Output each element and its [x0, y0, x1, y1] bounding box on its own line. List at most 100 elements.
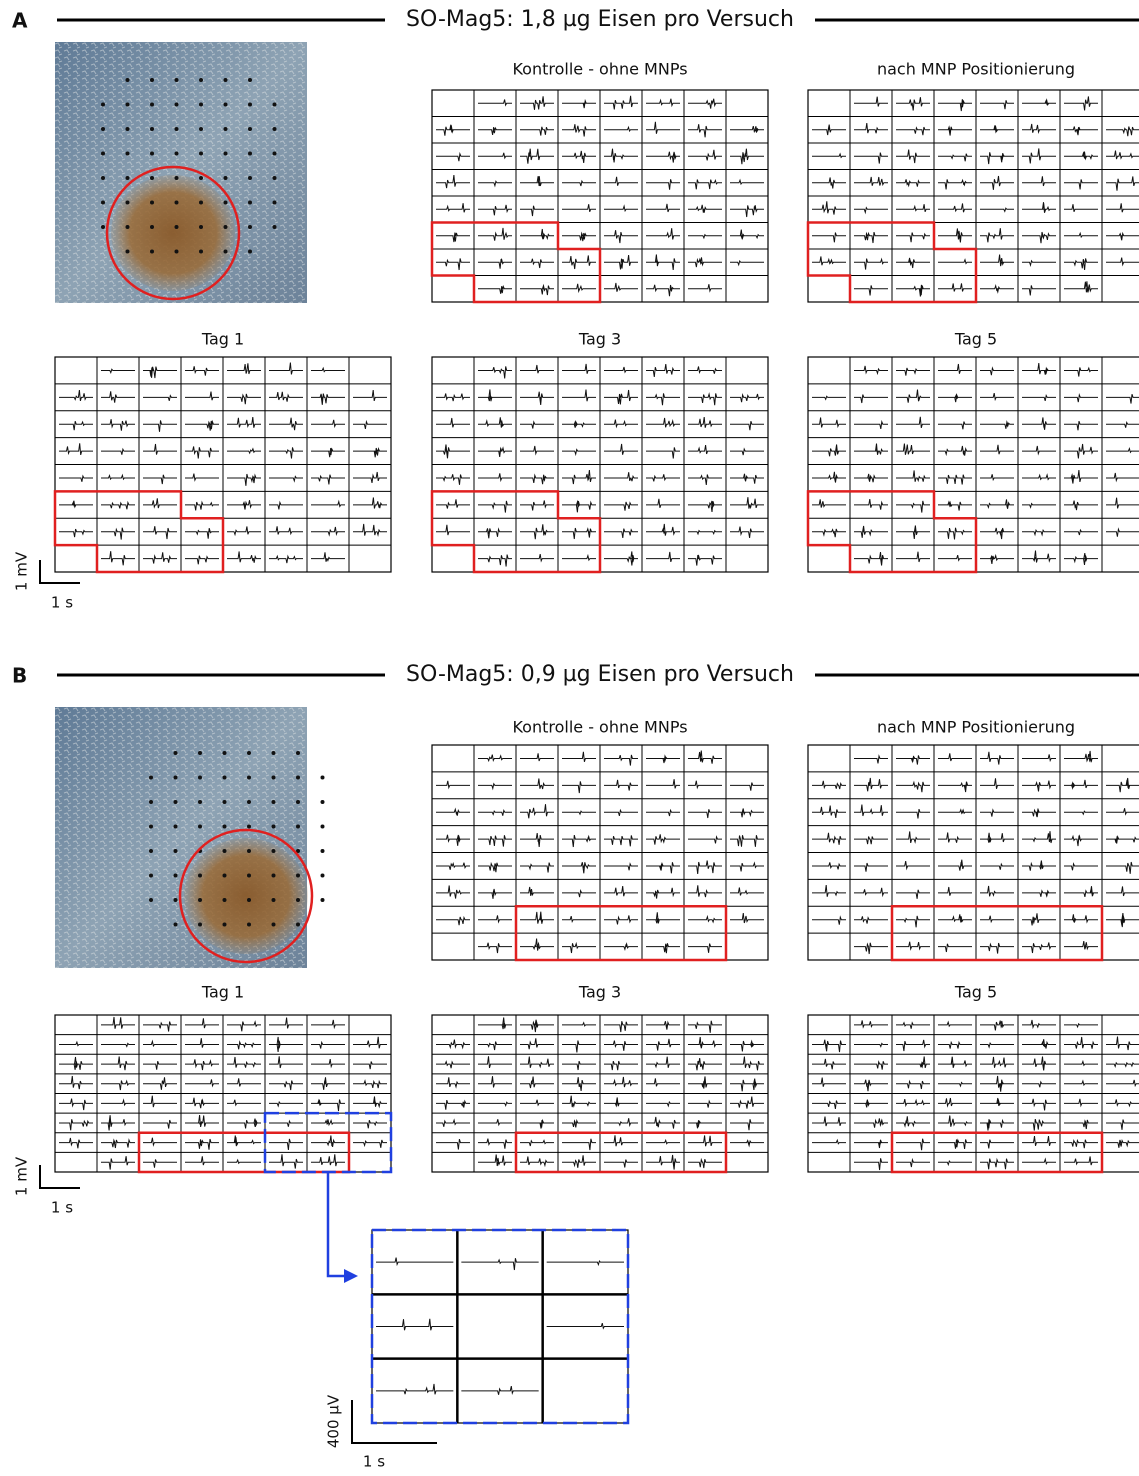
electrode — [272, 898, 276, 902]
trace — [101, 551, 135, 565]
trace — [520, 554, 554, 561]
trace — [938, 203, 972, 212]
trace — [547, 1323, 624, 1328]
trace — [938, 446, 972, 456]
electrode — [321, 825, 325, 829]
electrode — [224, 176, 228, 180]
trace — [1064, 1062, 1098, 1066]
trace — [854, 153, 888, 164]
trace — [143, 420, 177, 431]
trace — [938, 260, 972, 264]
trace — [1064, 1156, 1098, 1165]
trace — [604, 96, 638, 110]
trace — [436, 394, 470, 402]
trace — [562, 364, 596, 374]
trace — [604, 444, 638, 455]
electrode — [175, 78, 179, 82]
trace — [938, 127, 972, 136]
scale-y-label: 1 mV — [13, 551, 31, 591]
electrode-grid — [55, 1015, 391, 1172]
trace — [812, 833, 846, 845]
trace — [896, 127, 930, 135]
trace — [185, 1156, 219, 1165]
figure: ASO-Mag5: 1,8 µg Eisen pro VersuchKontro… — [0, 0, 1139, 1472]
zoom-arrow — [328, 1172, 350, 1276]
trace — [854, 366, 888, 373]
trace — [812, 1117, 846, 1127]
trace — [269, 556, 303, 563]
trace — [854, 285, 888, 295]
trace — [730, 230, 764, 239]
electrode — [198, 923, 202, 927]
trace — [143, 1120, 177, 1129]
trace — [1022, 1136, 1056, 1146]
trace — [520, 149, 554, 164]
trace — [478, 127, 512, 135]
scale-bar — [40, 1165, 80, 1188]
trace — [227, 1042, 261, 1049]
trace — [1022, 124, 1056, 133]
trace — [436, 203, 470, 212]
electrode — [126, 176, 130, 180]
trace — [604, 230, 638, 243]
electrode — [223, 825, 227, 829]
trace — [1106, 203, 1139, 212]
trace — [436, 1100, 470, 1110]
trace — [980, 886, 1014, 896]
trace — [1064, 864, 1098, 871]
trace — [269, 1139, 303, 1150]
electrode — [248, 225, 252, 229]
trace — [896, 150, 930, 164]
trace — [646, 1140, 680, 1143]
trace — [311, 1136, 345, 1147]
electrode — [149, 776, 153, 780]
trace — [520, 365, 554, 373]
trace — [562, 181, 596, 186]
trace — [646, 888, 680, 899]
electrode — [321, 898, 325, 902]
trace — [688, 861, 722, 874]
trace — [562, 1121, 596, 1128]
electrode — [150, 78, 154, 82]
trace — [143, 1159, 177, 1167]
grid-title: nach MNP Positionierung — [877, 718, 1075, 737]
trace — [562, 204, 596, 212]
trace — [646, 943, 680, 953]
trace — [1022, 1039, 1056, 1048]
trace — [938, 810, 972, 814]
trace — [646, 122, 680, 134]
trace — [520, 1077, 554, 1088]
trace — [562, 1023, 596, 1026]
trace — [1022, 176, 1056, 186]
trace — [980, 499, 1014, 508]
trace — [436, 809, 470, 815]
electrode — [101, 127, 105, 131]
trace — [688, 1058, 722, 1070]
trace — [143, 552, 177, 563]
electrode — [174, 874, 178, 878]
grid-title: nach MNP Positionierung — [877, 60, 1075, 79]
trace — [436, 154, 470, 161]
electrode — [247, 849, 251, 853]
trace — [353, 448, 387, 457]
trace — [1022, 100, 1056, 105]
trace — [980, 1098, 1014, 1106]
grid-title: Tag 3 — [578, 330, 621, 349]
trace — [562, 450, 596, 455]
trace — [311, 1100, 345, 1112]
trace — [1064, 1120, 1098, 1129]
trace — [461, 1258, 538, 1270]
grid-title: Tag 5 — [954, 983, 997, 1002]
trace — [436, 1139, 470, 1149]
trace — [520, 392, 554, 405]
trace — [1064, 258, 1098, 270]
electrode-grid — [808, 745, 1139, 960]
trace — [980, 1057, 1014, 1068]
trace — [812, 154, 846, 157]
trace — [143, 367, 177, 379]
trace — [938, 364, 972, 374]
electrode — [199, 127, 203, 131]
trace — [938, 914, 972, 922]
trace — [478, 389, 512, 401]
electrode — [126, 250, 130, 254]
